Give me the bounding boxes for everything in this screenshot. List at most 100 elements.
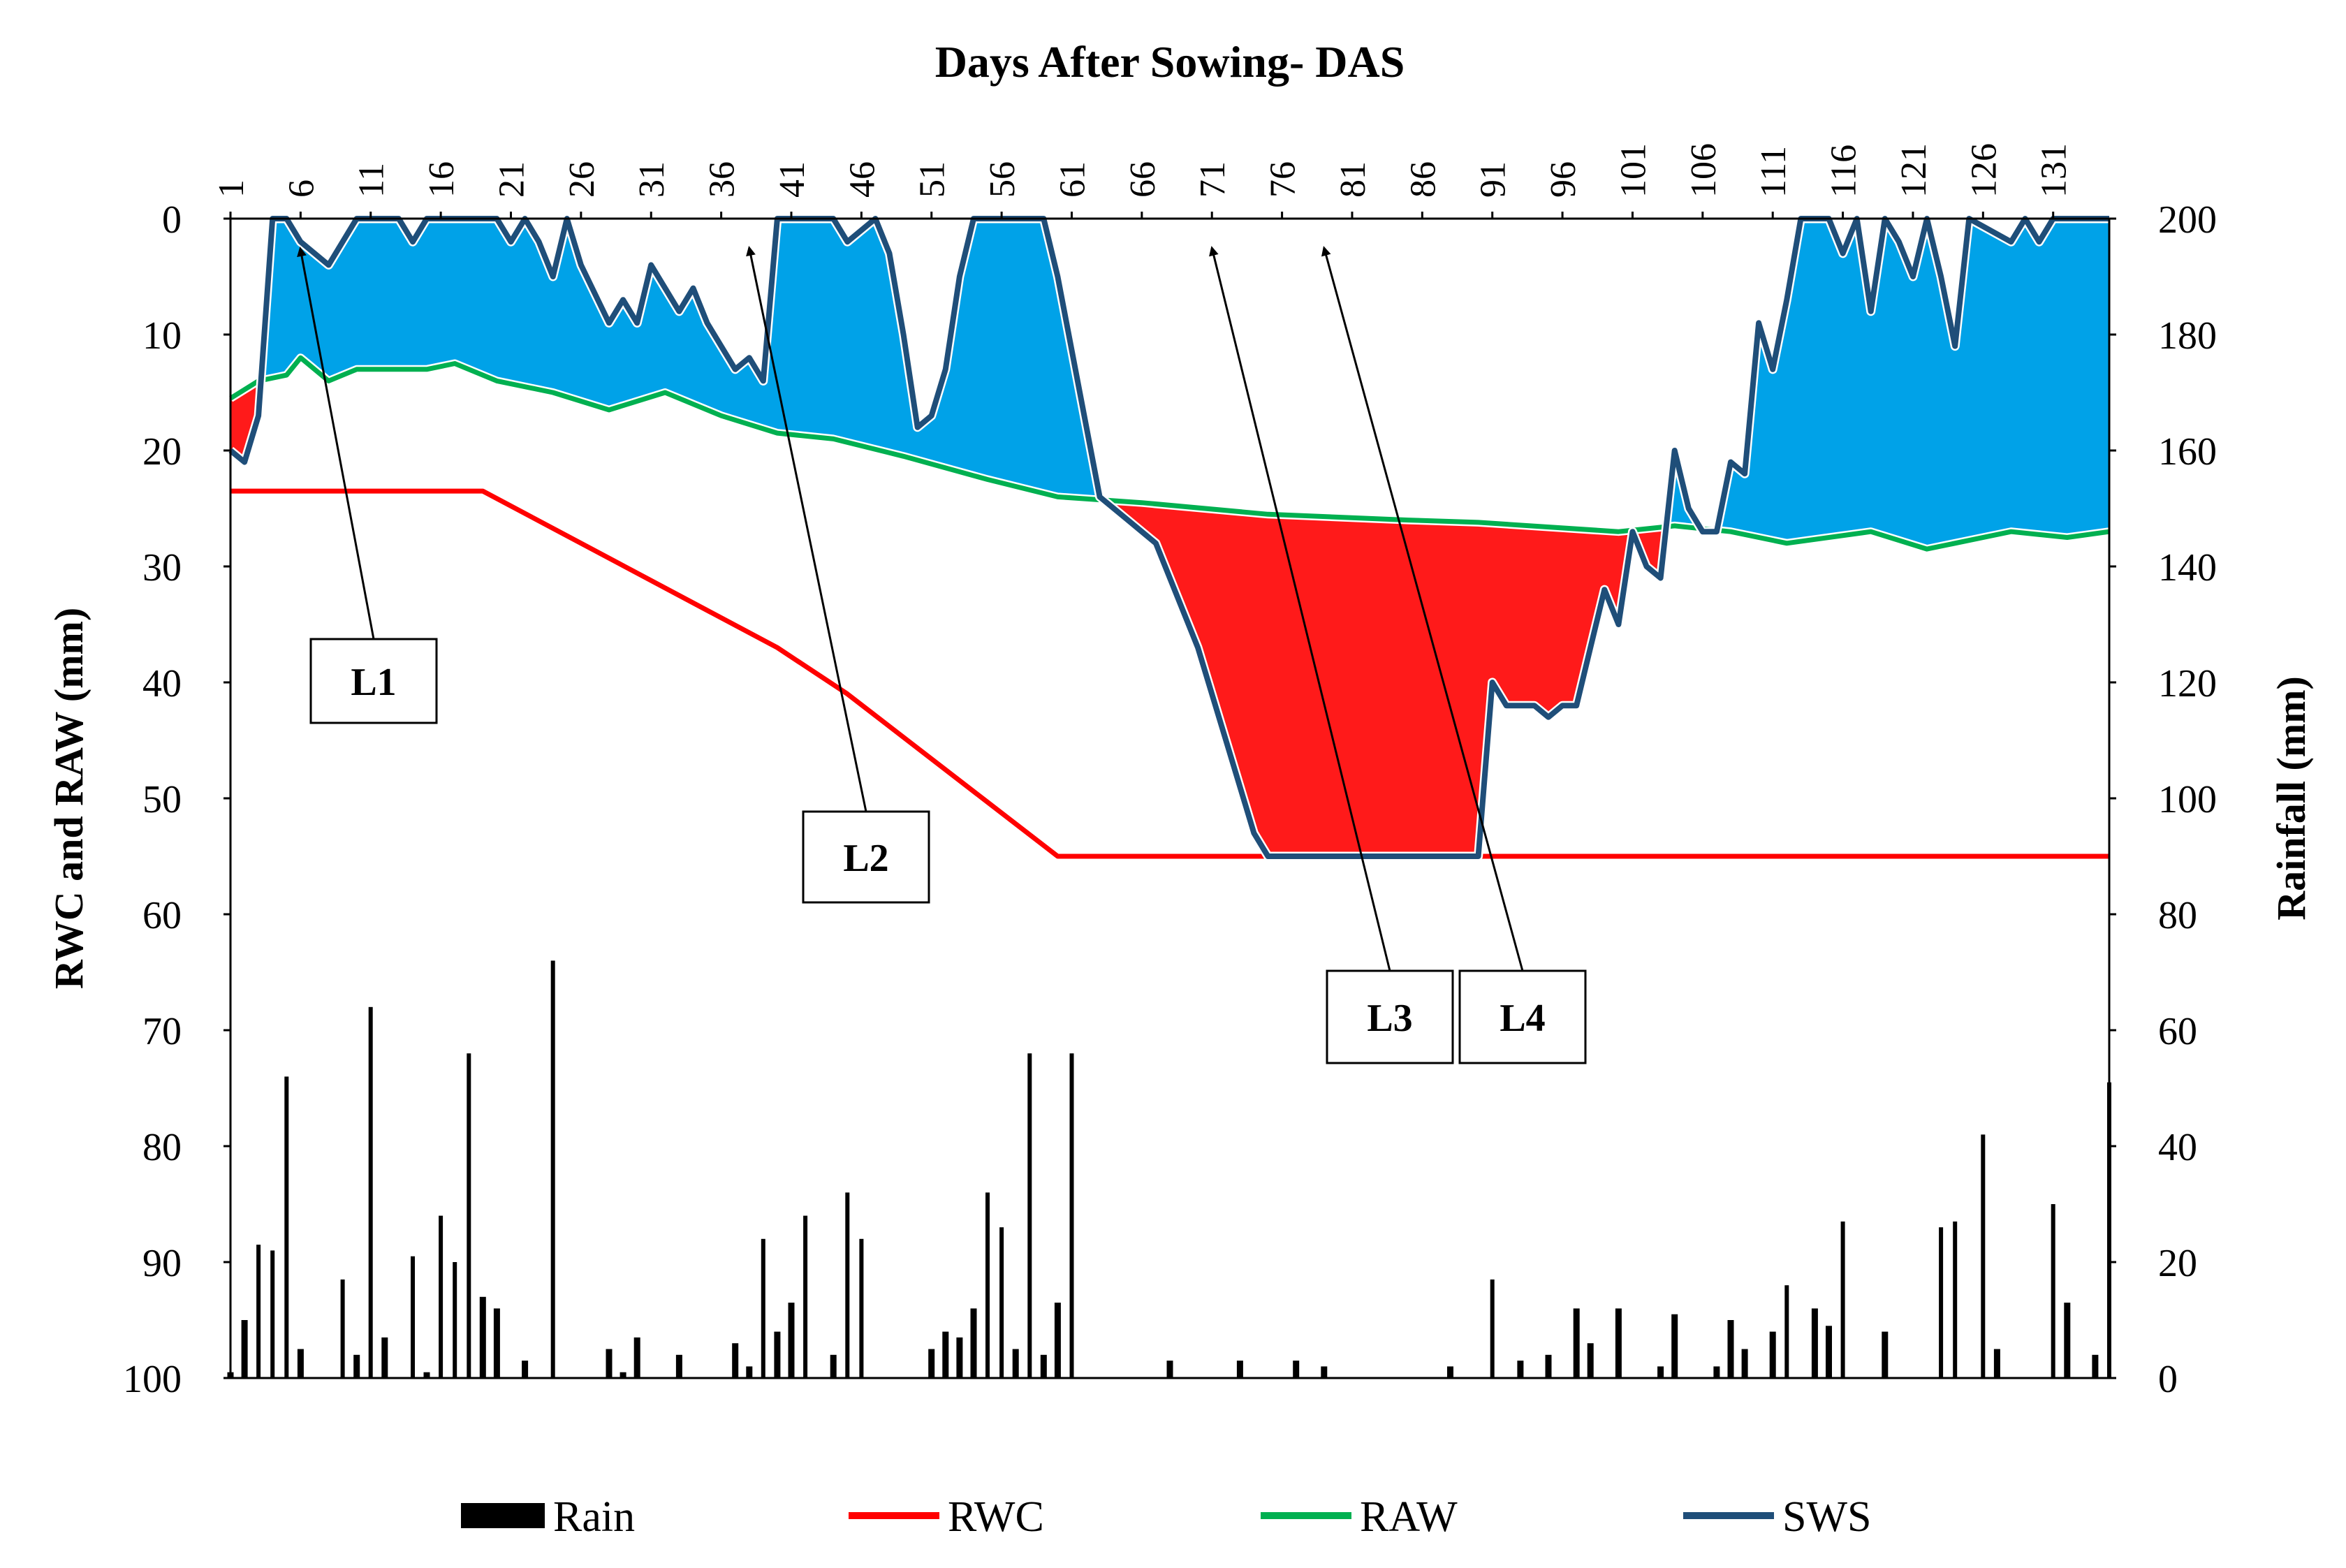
rain-bar (774, 1331, 781, 1378)
rain-bar (550, 960, 555, 1378)
x-tick-label: 91 (1474, 161, 1513, 198)
rain-bar (1727, 1320, 1734, 1378)
rain-bar (2051, 1204, 2055, 1378)
rain-bar (340, 1279, 345, 1378)
rain-bar (1012, 1349, 1019, 1378)
y-right-tick-label: 140 (2158, 546, 2217, 589)
rain-bar (467, 1053, 471, 1378)
x-tick-label: 51 (913, 161, 953, 198)
rain-bar (732, 1343, 739, 1378)
annotation-box (1458, 969, 1587, 1064)
y-right-tick-label: 100 (2158, 778, 2217, 821)
rain-bar (1587, 1343, 1594, 1378)
rain-bar (256, 1245, 261, 1378)
x-tick-label: 46 (842, 161, 882, 198)
rain-bar (633, 1337, 640, 1378)
rain-bar (1321, 1366, 1328, 1378)
x-tick-label: 81 (1333, 161, 1373, 198)
annotation-arrow (297, 247, 375, 640)
deficit-area (230, 381, 261, 462)
annotations: L1 L2 L3 L4 (297, 246, 1587, 1064)
rain-bar (999, 1227, 1004, 1378)
legend-swatch-rain (461, 1503, 545, 1528)
rain-bar (1840, 1221, 1845, 1378)
legend-label: SWS (1782, 1493, 1871, 1541)
rain-bar (675, 1354, 682, 1378)
legend: Rain RWC RAW SWS (461, 1493, 1871, 1541)
y-left-tick-label: 10 (142, 314, 182, 358)
legend-label: Rain (553, 1493, 635, 1541)
rain-bar (1069, 1053, 1074, 1378)
annotation-label: L3 (1367, 997, 1412, 1040)
legend-label: RAW (1360, 1493, 1458, 1541)
rain-bar (2092, 1354, 2099, 1378)
rain-bar (1981, 1134, 1986, 1378)
rain-bar (368, 1006, 373, 1378)
rain-bar (1671, 1314, 1678, 1378)
x-tick-label: 61 (1053, 161, 1093, 198)
x-tick-label: 116 (1824, 145, 1864, 198)
rain-bar (493, 1308, 500, 1378)
rain-bar (1517, 1361, 1524, 1378)
y-axis-left-label: RWC and RAW (mm) (46, 608, 91, 989)
x-tick-label: 101 (1614, 143, 1654, 198)
y-right-tick-label: 60 (2158, 1010, 2197, 1053)
x-tick-label: 71 (1193, 161, 1233, 198)
annotation-box (309, 638, 438, 724)
x-tick-label: 36 (703, 161, 742, 198)
x-tick-label: 26 (562, 161, 602, 198)
y-left-tick-label: 50 (142, 778, 182, 821)
rain-bar (606, 1349, 613, 1378)
rain-bar (788, 1303, 795, 1378)
raw-line (229, 355, 2110, 552)
rain-bar (803, 1215, 808, 1378)
x-tick-label: 41 (772, 161, 812, 198)
rain-bar (381, 1337, 388, 1378)
x-tick-label: 11 (352, 163, 392, 198)
y-left-tick-label: 40 (142, 662, 182, 705)
rain-bar (411, 1256, 415, 1378)
rain-bar (1657, 1366, 1664, 1378)
x-tick-label: 21 (492, 161, 532, 198)
rain-bar (1054, 1303, 1061, 1378)
annotation-label: L2 (843, 837, 888, 880)
rain-bar (1713, 1366, 1720, 1378)
rain-bar (942, 1331, 949, 1378)
rain-bar (270, 1250, 275, 1378)
x-tick-label: 111 (1754, 146, 1794, 198)
rain-bar (479, 1296, 486, 1378)
annotation-arrow (1321, 246, 1524, 972)
legend-label: RWC (948, 1493, 1044, 1541)
annotation-label: L1 (351, 661, 396, 704)
y-left-tick-label: 70 (142, 1010, 182, 1053)
y-axis-right-label: Rainfall (mm) (2268, 676, 2314, 921)
x-tick-label: 16 (422, 161, 462, 198)
rain-bars (227, 960, 2111, 1378)
x-tick-label: 121 (1894, 143, 1934, 198)
rain-bar (1236, 1361, 1243, 1378)
x-tick-label: 106 (1684, 143, 1724, 198)
rain-bar (1040, 1354, 1047, 1378)
x-tick-label: 1 (212, 179, 251, 198)
annotation-box (802, 810, 930, 904)
rain-bar (1027, 1053, 1032, 1378)
x-tick-label: 131 (2035, 143, 2074, 198)
x-tick-label: 96 (1544, 161, 1583, 198)
rain-bar (241, 1320, 248, 1378)
rain-bar (928, 1349, 935, 1378)
y-right-tick-label: 120 (2158, 662, 2217, 705)
rain-bar (1882, 1331, 1889, 1378)
y-right-tick-label: 0 (2158, 1358, 2178, 1401)
y-right-tick-label: 80 (2158, 894, 2197, 937)
x-tick-label: 86 (1403, 161, 1443, 198)
rain-bar (956, 1337, 963, 1378)
surplus-area (261, 219, 1103, 500)
rain-bar (297, 1349, 304, 1378)
y-right-tick-label: 20 (2158, 1242, 2197, 1285)
rain-bar (985, 1192, 990, 1378)
rain-bar (353, 1354, 360, 1378)
tick-labels: 1 6 11 16 21 26 31 36 41 46 51 56 61 66 71 76 81 86 91 96 10… (123, 143, 2217, 1401)
annotation-box (1326, 969, 1454, 1064)
y-left-tick-label: 90 (142, 1242, 182, 1285)
